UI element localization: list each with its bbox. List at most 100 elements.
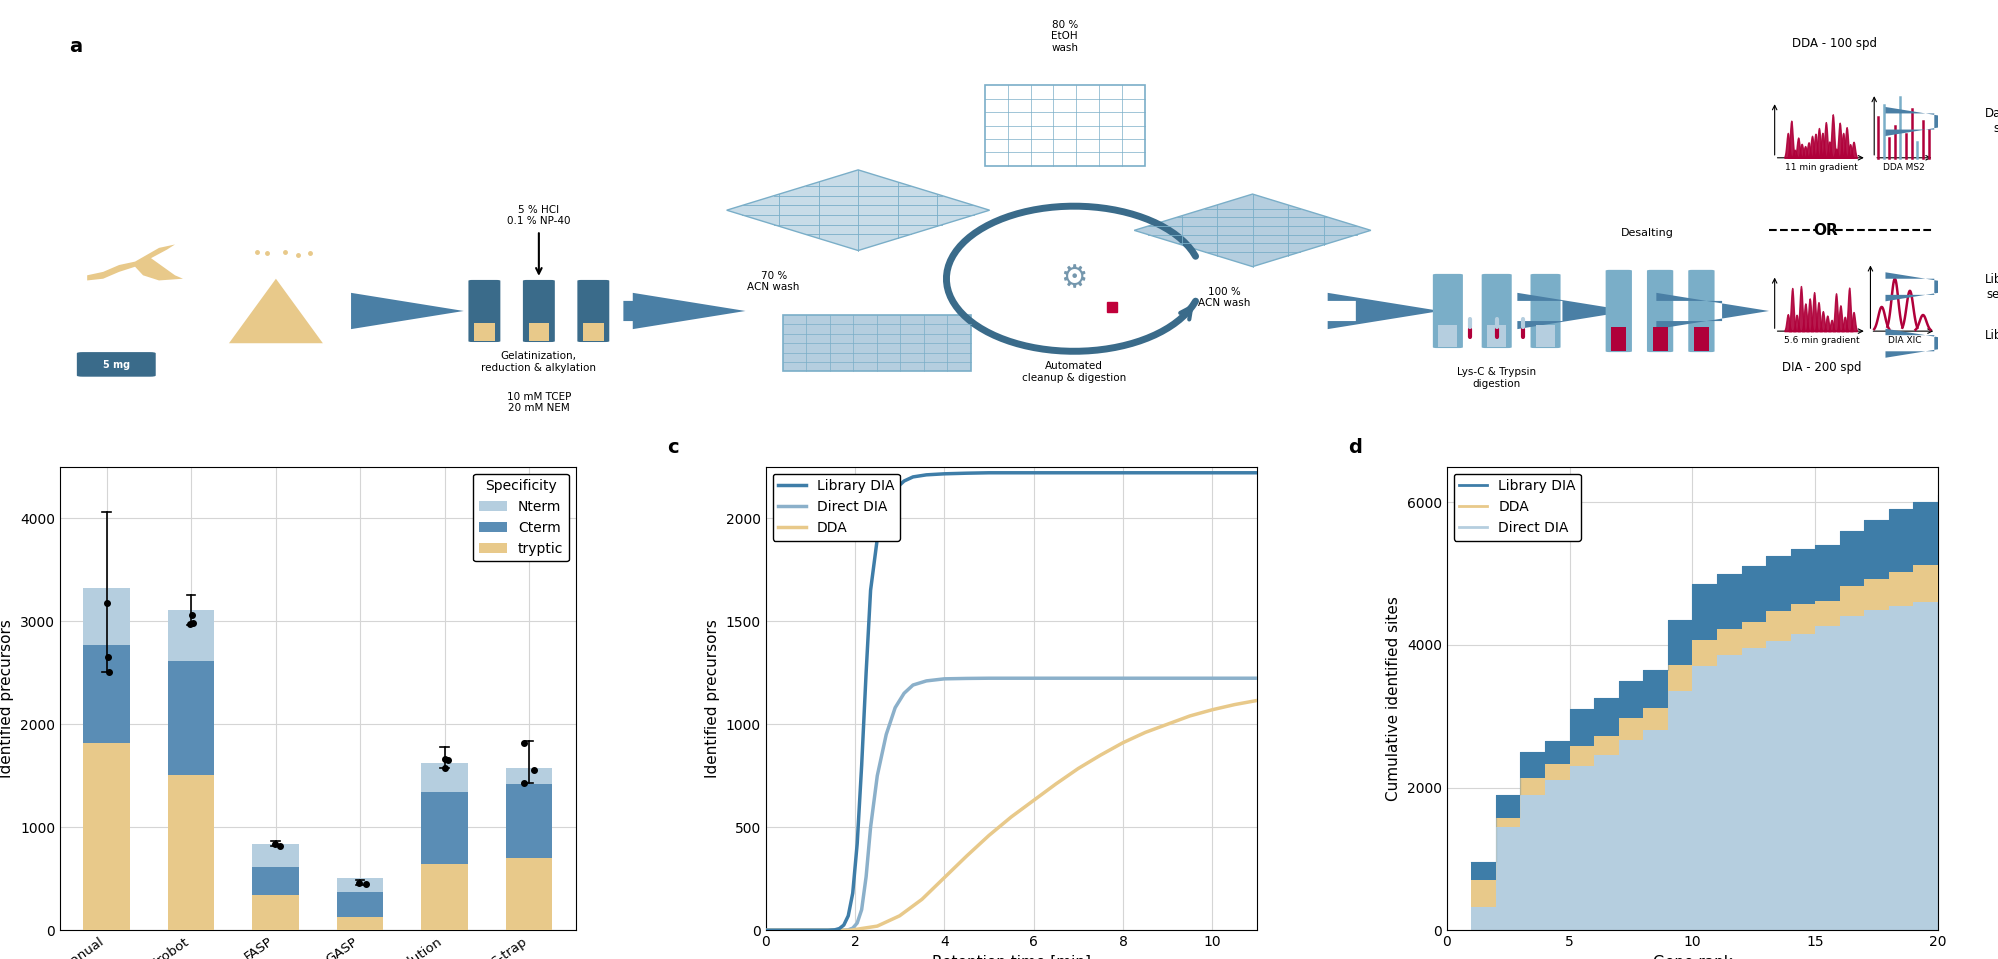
DDA [1111, 737, 1135, 748]
Text: a: a [70, 36, 82, 56]
Direct DIA [883, 702, 907, 713]
FancyBboxPatch shape [1530, 274, 1560, 348]
Bar [1439, 325, 1457, 347]
Legend: Library DIA, Direct DIA, DDA: Library DIA, Direct DIA, DDA [773, 474, 899, 541]
Library DIA [853, 667, 877, 678]
FancyBboxPatch shape [1606, 269, 1632, 352]
Text: 100 %
ACN wash: 100 % ACN wash [1199, 287, 1251, 309]
DDA [1045, 778, 1069, 789]
DDA [1223, 699, 1247, 711]
Y-axis label: Identified precursors: Identified precursors [0, 619, 14, 778]
DDA [977, 830, 1001, 841]
Direct DIA [915, 675, 939, 687]
DDA [1201, 704, 1225, 715]
Library DIA [991, 467, 1015, 479]
Direct DIA [829, 924, 853, 936]
Text: Lys-C & Trypsin
digestion: Lys-C & Trypsin digestion [1457, 367, 1536, 389]
Library DIA [977, 467, 1001, 479]
Bar [338, 877, 384, 892]
Library DIA [883, 483, 907, 495]
Text: Gelatinization,
reduction & alkylation: Gelatinization, reduction & alkylation [482, 351, 595, 373]
Text: Desalting: Desalting [1620, 228, 1674, 239]
Direct DIA [853, 871, 877, 882]
Polygon shape [1656, 292, 1768, 329]
Bar [1652, 327, 1668, 351]
Text: d: d [1349, 438, 1363, 457]
Point [350, 877, 382, 892]
Direct DIA [875, 729, 899, 740]
Polygon shape [623, 292, 745, 329]
DDA [1155, 718, 1179, 730]
Bar [505, 858, 551, 930]
Bar [422, 792, 468, 864]
Text: 5 % HCl
0.1 % NP-40: 5 % HCl 0.1 % NP-40 [507, 204, 571, 226]
Point [178, 616, 210, 631]
DDA [1067, 762, 1091, 774]
Line: DDA: DDA [765, 700, 1257, 930]
Bar [252, 867, 300, 895]
Library DIA [891, 476, 915, 487]
Library DIA [915, 469, 939, 480]
Point [507, 775, 539, 790]
Line: Direct DIA: Direct DIA [765, 678, 1257, 930]
FancyBboxPatch shape [577, 280, 609, 342]
DDA [887, 910, 911, 922]
Library DIA [933, 468, 957, 480]
Library DIA [753, 924, 777, 936]
Text: DDA MS2: DDA MS2 [1884, 163, 1926, 172]
Library DIA [865, 533, 889, 545]
Text: 11 min gradient: 11 min gradient [1786, 163, 1858, 172]
Direct DIA [991, 672, 1015, 684]
Bar [1694, 327, 1708, 351]
Direct DIA [955, 672, 979, 684]
Library DIA [845, 838, 869, 850]
Bar [1536, 325, 1554, 347]
Point [432, 753, 464, 768]
Library DIA [1245, 467, 1269, 479]
Bar [168, 662, 214, 775]
X-axis label: Gene rank: Gene rank [1652, 954, 1732, 959]
Y-axis label: Identified precursors: Identified precursors [705, 619, 719, 778]
Library DIA [823, 924, 847, 936]
FancyBboxPatch shape [1483, 274, 1512, 348]
Text: Database
search: Database search [1984, 107, 1998, 135]
Bar [783, 315, 971, 371]
Library DIA [955, 467, 979, 479]
Text: DIA XIC: DIA XIC [1888, 337, 1920, 345]
Bar [168, 610, 214, 662]
DDA [753, 924, 777, 936]
DDA [909, 894, 933, 905]
Legend: Library DIA, DDA, Direct DIA: Library DIA, DDA, Direct DIA [1455, 474, 1580, 541]
Point [92, 649, 124, 665]
Direct DIA [845, 917, 869, 928]
DDA [1133, 727, 1157, 738]
Library DIA [841, 887, 865, 899]
Direct DIA [753, 924, 777, 936]
FancyBboxPatch shape [1433, 274, 1463, 348]
FancyBboxPatch shape [1646, 269, 1672, 352]
Bar [252, 895, 300, 930]
Text: 80 %
EtOH
wash: 80 % EtOH wash [1051, 20, 1079, 53]
Library DIA [827, 923, 851, 934]
Polygon shape [88, 245, 184, 280]
Bar [84, 588, 130, 644]
Point [264, 838, 296, 854]
DDA [1021, 795, 1045, 807]
Polygon shape [1886, 329, 1976, 358]
DDA [1245, 694, 1269, 706]
Bar [505, 784, 551, 858]
Polygon shape [1516, 292, 1630, 329]
Bar [474, 323, 496, 341]
DDA [839, 924, 863, 936]
Bar [985, 85, 1145, 166]
Library DIA [837, 910, 861, 922]
Direct DIA [977, 672, 1001, 684]
DDA [999, 811, 1023, 823]
Polygon shape [230, 279, 324, 343]
Direct DIA [891, 688, 915, 699]
Polygon shape [727, 170, 989, 250]
Text: 10 mM TCEP
20 mM NEM: 10 mM TCEP 20 mM NEM [507, 391, 571, 413]
Library DIA [849, 760, 873, 771]
Point [176, 607, 208, 622]
Direct DIA [1245, 672, 1269, 684]
